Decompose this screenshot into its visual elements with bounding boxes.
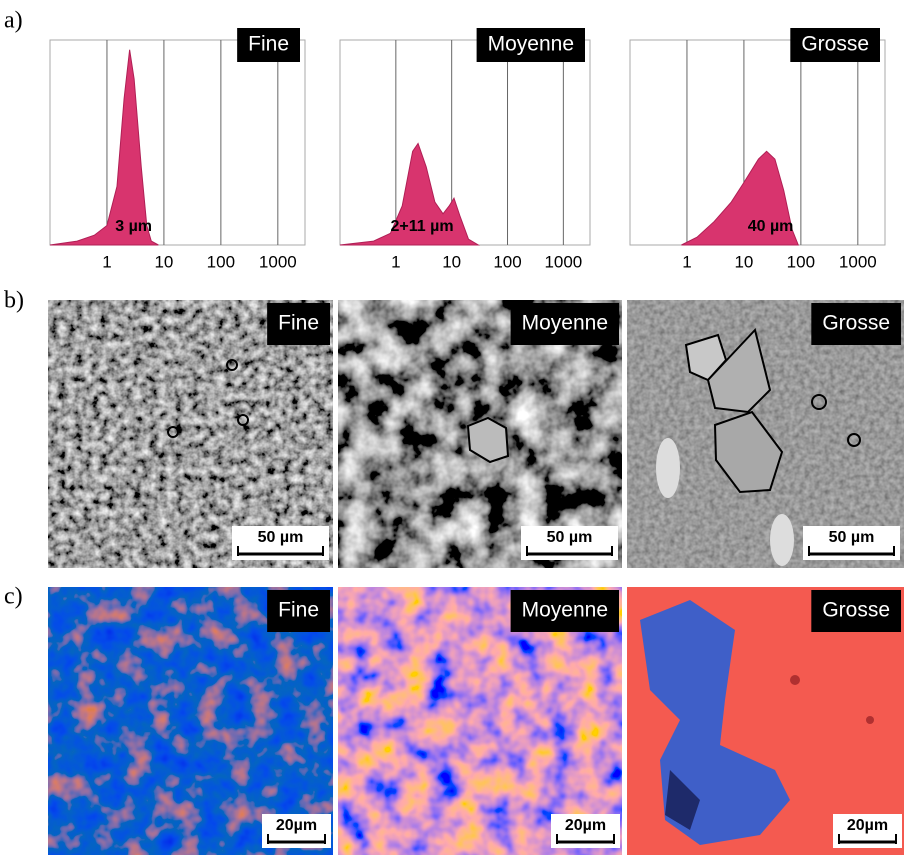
panel-tag: Grosse [822, 599, 890, 622]
label-background [237, 28, 300, 62]
panel-tag: Fine [248, 33, 289, 56]
peak-annotation: 3 µm [115, 218, 152, 235]
scale-bar-label: 50 µm [258, 529, 304, 546]
label-box: Moyenne [476, 28, 585, 62]
panel-tag: Moyenne [522, 599, 608, 622]
label-box: Fine [267, 590, 330, 632]
plot-area [49, 39, 306, 246]
distribution-area [49, 49, 159, 246]
micrograph [48, 300, 904, 568]
label-background [510, 303, 619, 345]
label-box: Grosse [811, 590, 901, 632]
panel-tag: Moyenne [522, 312, 608, 335]
distribution-area [681, 150, 800, 246]
x-tick-label: 1000 [839, 252, 877, 271]
scale-bar-label: 50 µm [829, 529, 875, 546]
panel-tag: Fine [278, 599, 319, 622]
label-background [811, 590, 901, 632]
label-background [476, 28, 585, 62]
plot-area [339, 39, 591, 246]
x-tick-label: 1 [682, 252, 691, 271]
label-background [267, 590, 330, 632]
label-background [790, 28, 880, 62]
panel-tag: Grosse [801, 33, 869, 56]
x-tick-label: 1 [391, 252, 400, 271]
label-box: Moyenne [510, 590, 619, 632]
distribution-area [339, 142, 481, 246]
label-background [267, 303, 330, 345]
scale-bar-label: 20µm [565, 817, 606, 834]
label-box: Fine [267, 303, 330, 345]
panel-tag: Moyenne [488, 33, 574, 56]
label-box: Grosse [811, 303, 901, 345]
label-background [811, 303, 901, 345]
x-tick-label: 1000 [544, 252, 582, 271]
x-tick-label: 100 [787, 252, 815, 271]
scale-bar-label: 20µm [276, 817, 317, 834]
peak-annotation: 2+11 µm [391, 218, 454, 235]
scale-bar-label: 20µm [847, 817, 888, 834]
panel-label: c) [4, 584, 23, 610]
panel-label: b) [4, 288, 24, 314]
x-tick-label: 1 [102, 252, 111, 271]
x-tick-label: 10 [442, 252, 461, 271]
x-tick-label: 10 [734, 252, 753, 271]
x-tick-label: 10 [154, 252, 173, 271]
label-box: Fine [237, 28, 300, 62]
x-tick-label: 100 [207, 252, 235, 271]
scale-bar-label: 50 µm [547, 529, 593, 546]
panel-tag: Grosse [822, 312, 890, 335]
panel-tag: Fine [278, 312, 319, 335]
x-tick-label: 100 [493, 252, 521, 271]
peak-annotation: 40 µm [748, 218, 794, 235]
label-background [510, 590, 619, 632]
panel-label: a) [4, 8, 23, 34]
label-box: Grosse [790, 28, 880, 62]
x-tick-label: 1000 [259, 252, 297, 271]
label-box: Moyenne [510, 303, 619, 345]
element-map [48, 587, 904, 855]
